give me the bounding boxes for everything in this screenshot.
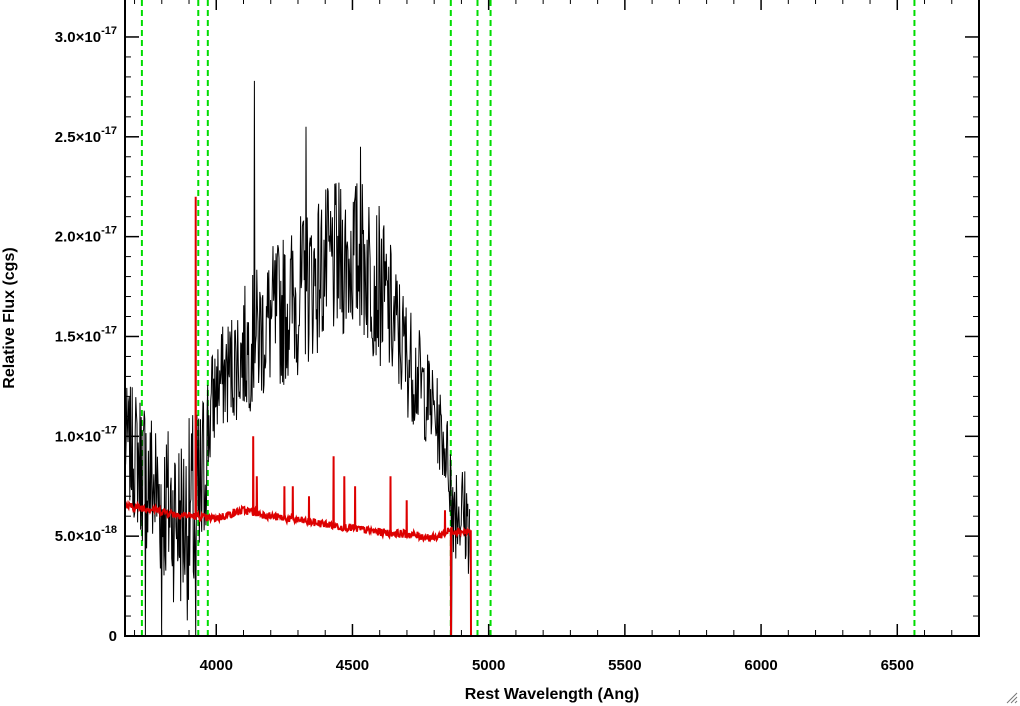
y-tick-label-4: 2.0×10-17 bbox=[55, 225, 117, 246]
y-axis-ticks: 0 5.0×10-18 1.0×10-17 1.5×10-17 2.0×10-17 2.5… bbox=[55, 25, 979, 645]
x-tick-label-3: 5500 bbox=[608, 657, 641, 674]
y-tick-label-6: 3.0×10-17 bbox=[55, 25, 117, 46]
x-tick-label-2: 5000 bbox=[472, 657, 505, 674]
y-axis-label: Relative Flux (cgs) bbox=[1, 247, 18, 388]
y-tick-label-1: 5.0×10-18 bbox=[55, 524, 117, 545]
y-tick-label-2: 1.0×10-17 bbox=[55, 424, 117, 445]
resize-grip-icon[interactable] bbox=[1006, 692, 1018, 704]
x-tick-label-0: 4000 bbox=[200, 657, 233, 674]
x-axis-ticks: 4000 4500 5000 5500 6000 6500 bbox=[134, 0, 980, 674]
series-layer bbox=[124, 80, 979, 637]
x-tick-label-5: 6500 bbox=[881, 657, 914, 674]
x-tick-label-1: 4500 bbox=[336, 657, 369, 674]
series-model-spectrum bbox=[124, 196, 979, 637]
y-tick-label-5: 2.5×10-17 bbox=[55, 125, 117, 146]
x-axis-label: Rest Wavelength (Ang) bbox=[465, 686, 640, 703]
x-tick-label-4: 6000 bbox=[744, 657, 777, 674]
y-tick-label-3: 1.5×10-17 bbox=[55, 324, 117, 345]
series-observed-spectrum bbox=[124, 80, 471, 637]
y-tick-label-0: 0 bbox=[109, 628, 117, 645]
